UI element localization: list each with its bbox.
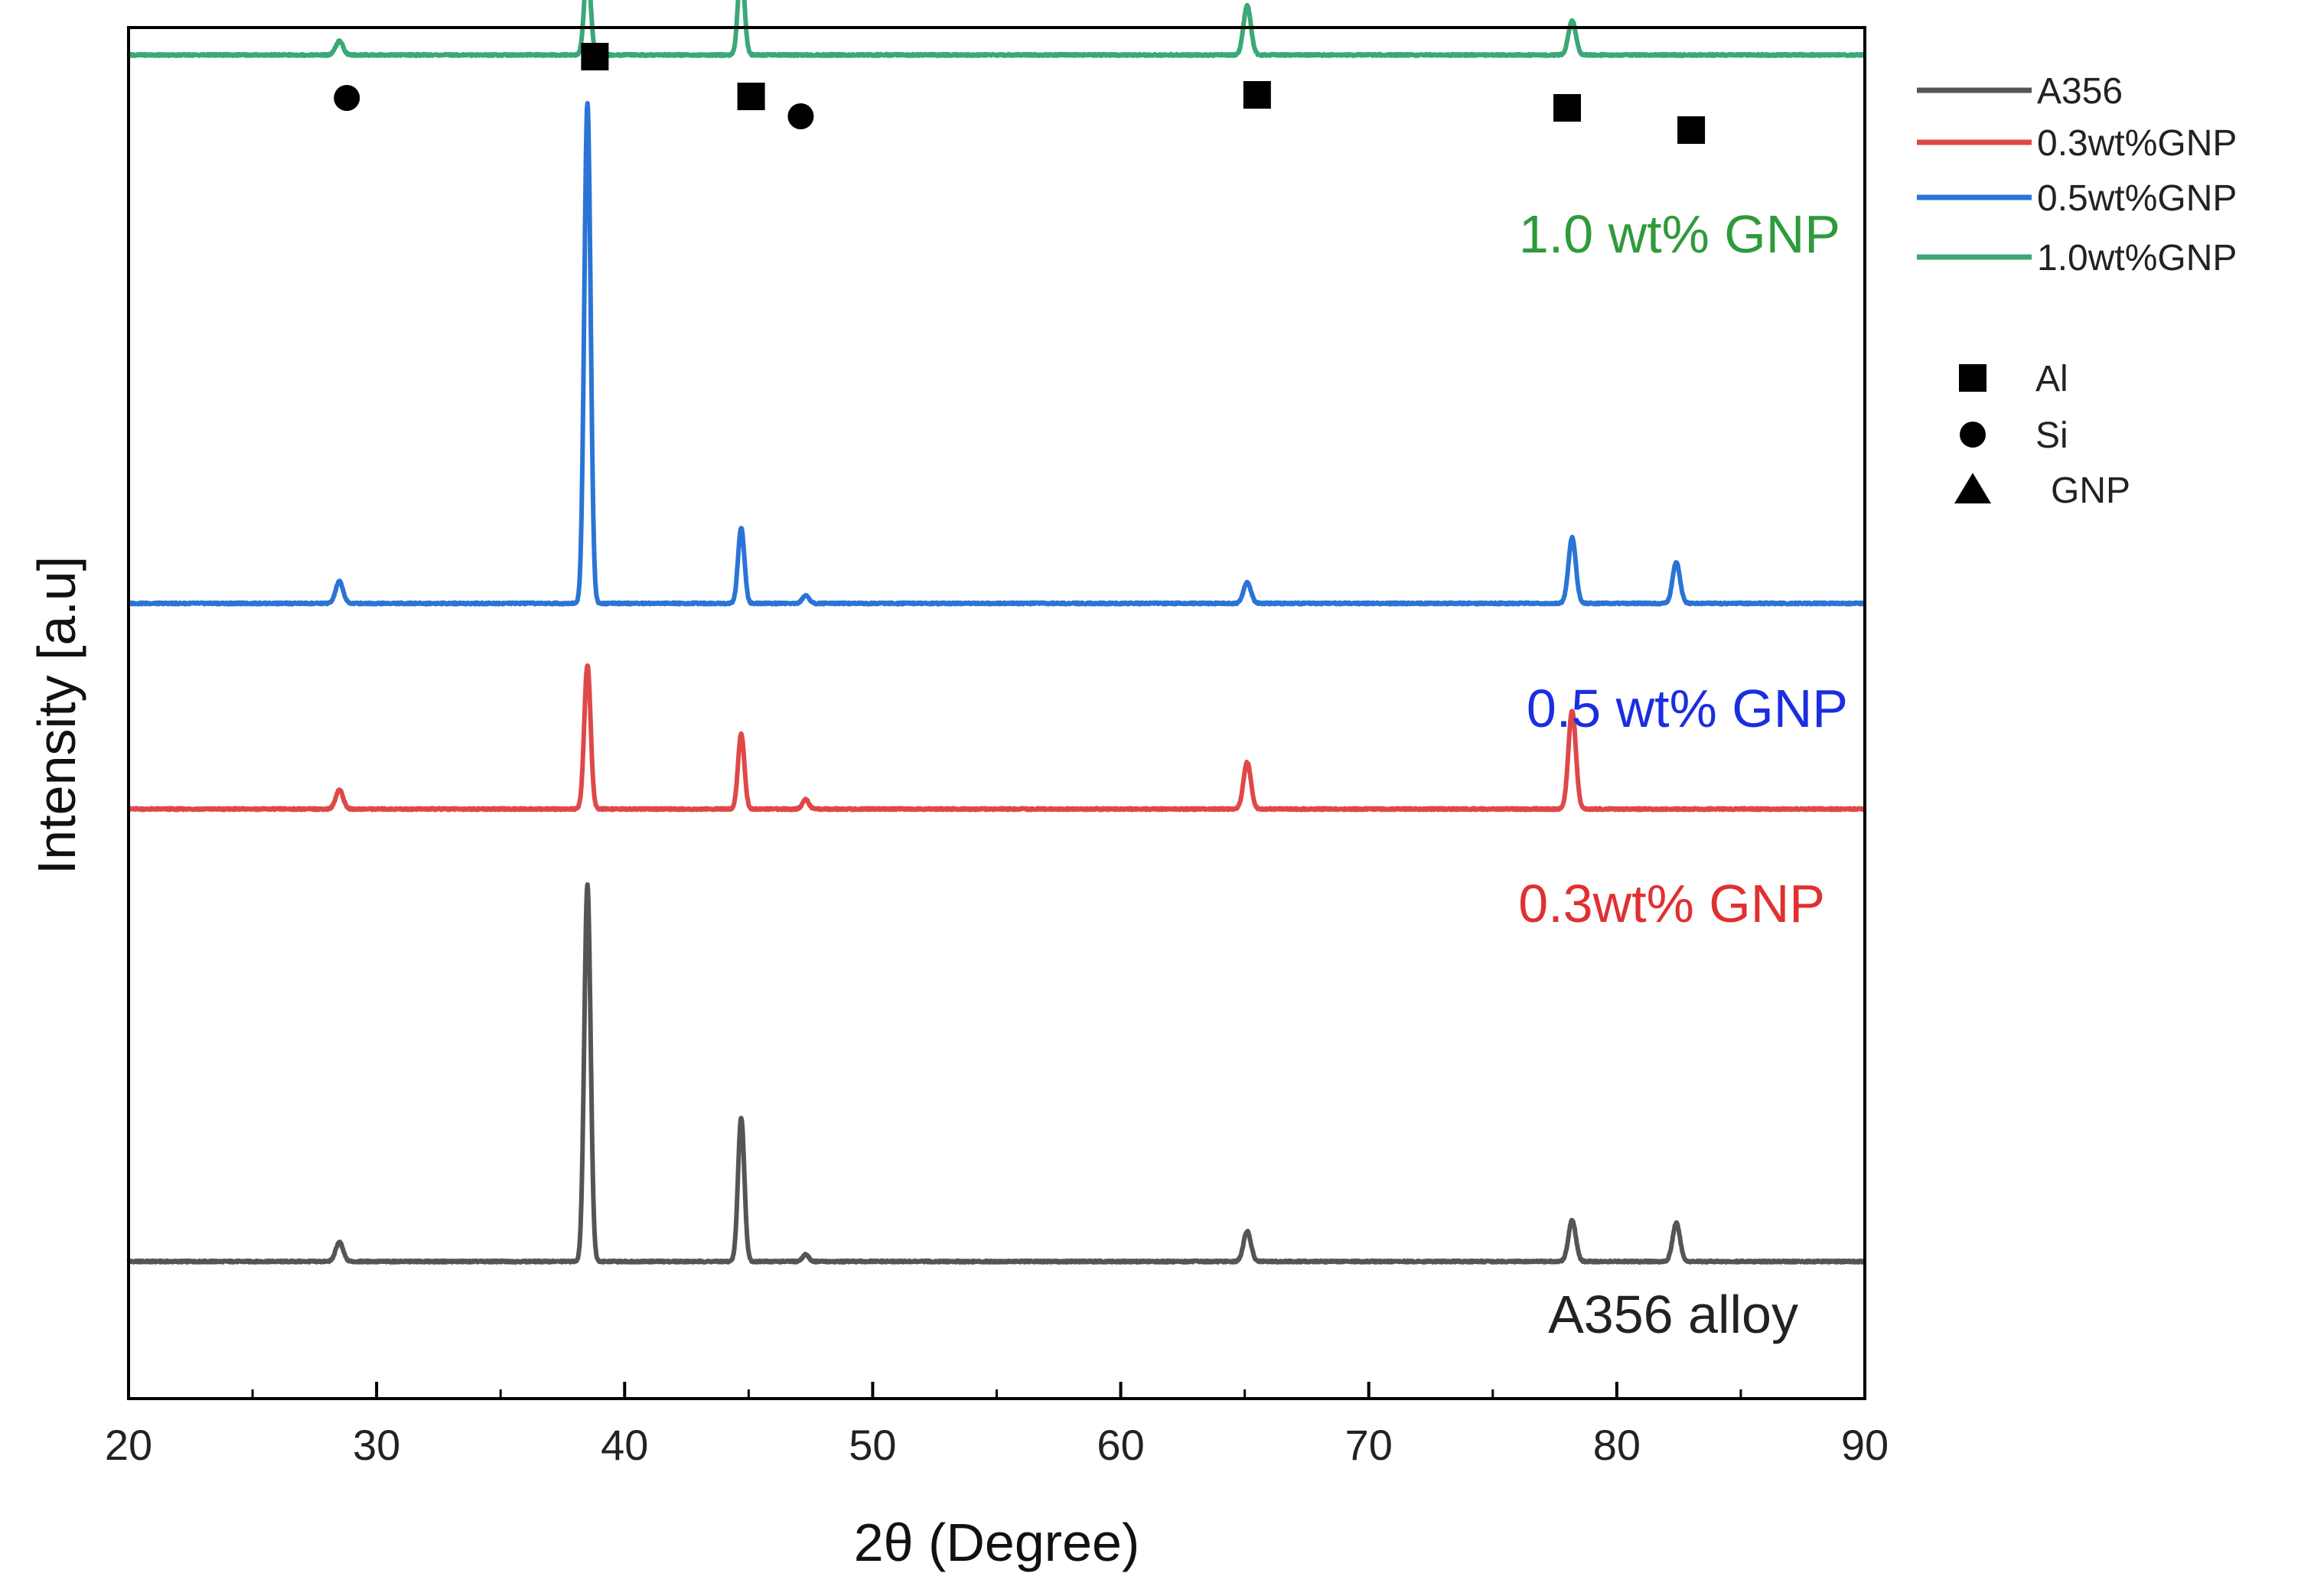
al-phase-marker (1677, 116, 1705, 144)
legend-entry-label: 0.3wt%GNP (2037, 123, 2237, 164)
si-phase-marker (334, 85, 360, 111)
legend-entry-label: 1.0wt%GNP (2037, 238, 2237, 278)
series-label: 0.3wt% GNP (1518, 874, 1825, 933)
x-axis-title: 2θ (Degree) (854, 1513, 1140, 1572)
al-phase-marker (581, 43, 608, 70)
legend-entry-label: 0.5wt%GNP (2037, 178, 2237, 219)
series-label: 0.5 wt% GNP (1527, 679, 1848, 738)
x-tick-label: 80 (1593, 1421, 1641, 1469)
xrd-chart: A356 alloy 0.3wt% GNP 0.5 wt% GNP 1.0 wt% G… (0, 0, 2301, 1596)
phase-legend-label: Si (2035, 415, 2068, 456)
series-label: A356 alloy (1548, 1285, 1798, 1344)
x-tick-label: 50 (849, 1421, 896, 1469)
si-phase-marker (787, 103, 813, 129)
x-tick-label: 90 (1841, 1421, 1889, 1469)
al-phase-marker (1553, 94, 1581, 122)
al-phase-marker (1243, 81, 1271, 109)
x-tick-label: 40 (601, 1421, 648, 1469)
y-axis-title: Intensity [a.u] (27, 556, 86, 875)
phase-legend-label: GNP (2051, 471, 2130, 511)
phase-legend-label: Al (2035, 359, 2068, 399)
series-label: 1.0 wt% GNP (1519, 204, 1840, 264)
x-tick-label: 70 (1345, 1421, 1393, 1469)
x-tick-label: 60 (1097, 1421, 1144, 1469)
x-tick-label: 20 (105, 1421, 152, 1469)
x-tick-label: 30 (353, 1421, 400, 1469)
legend-entry-label: A356 (2037, 71, 2123, 112)
si-legend-symbol (1960, 422, 1986, 448)
al-phase-marker (738, 83, 765, 110)
al-legend-symbol (1959, 364, 1986, 392)
